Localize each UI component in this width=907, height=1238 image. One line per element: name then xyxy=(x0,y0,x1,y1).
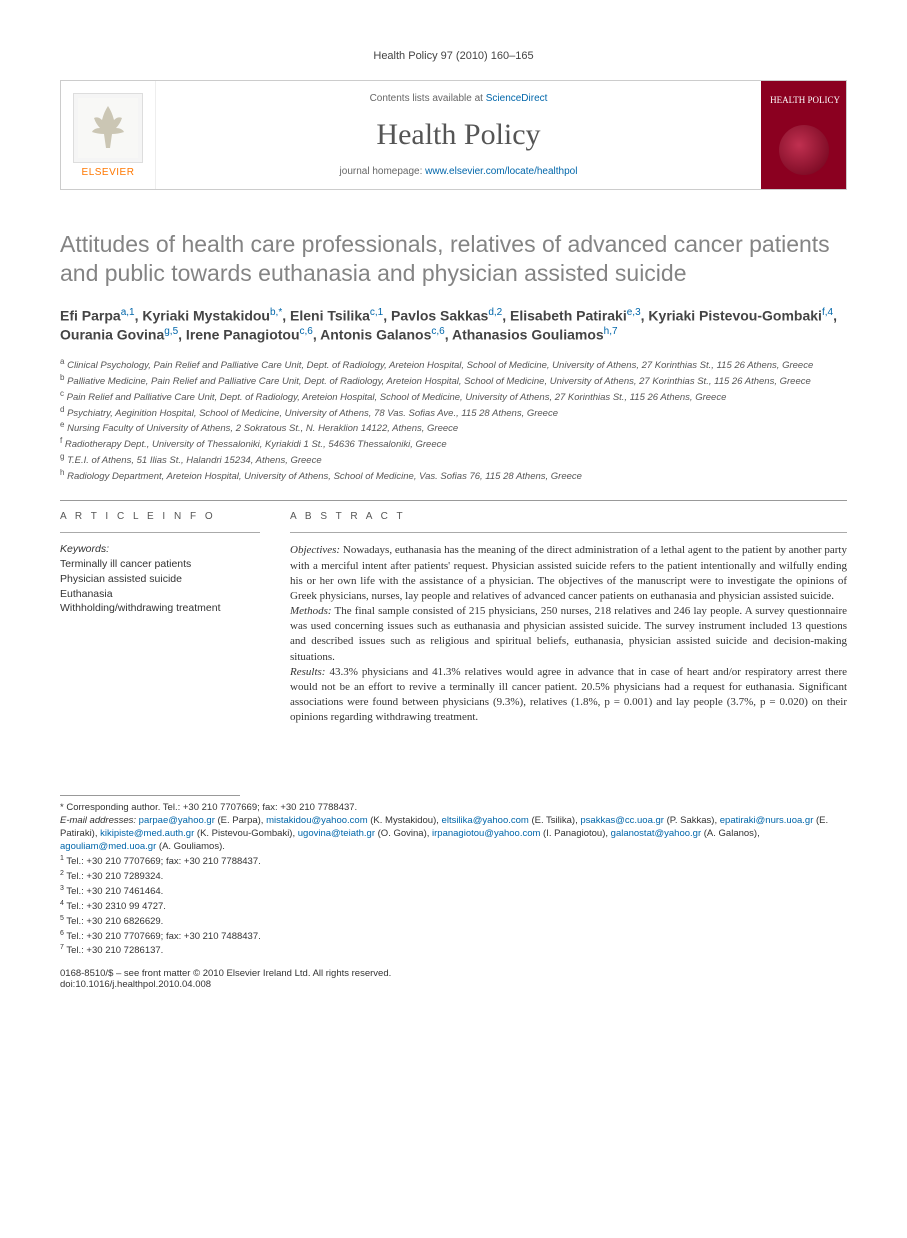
affiliation-item: h Radiology Department, Areteion Hospita… xyxy=(60,468,847,484)
affiliation-item: a Clinical Psychology, Pain Relief and P… xyxy=(60,357,847,373)
affiliation-item: f Radiotherapy Dept., University of Thes… xyxy=(60,436,847,452)
tel-footnote: 4 Tel.: +30 2310 99 4727. xyxy=(60,899,847,914)
section-divider xyxy=(60,500,847,501)
email-addresses: E-mail addresses: parpae@yahoo.gr (E. Pa… xyxy=(60,815,847,853)
email-link[interactable]: mistakidou@yahoo.com xyxy=(266,815,368,826)
affiliation-list: a Clinical Psychology, Pain Relief and P… xyxy=(60,357,847,485)
methods-text: The final sample consisted of 215 physic… xyxy=(290,605,847,663)
header-center: Contents lists available at ScienceDirec… xyxy=(156,81,761,189)
abstract-column: A B S T R A C T Objectives: Nowadays, eu… xyxy=(290,511,847,725)
journal-reference: Health Policy 97 (2010) 160–165 xyxy=(60,50,847,62)
sciencedirect-link[interactable]: ScienceDirect xyxy=(486,93,548,104)
publisher-logo-block: ELSEVIER xyxy=(61,81,156,189)
results-label: Results: xyxy=(290,666,325,678)
article-info-column: A R T I C L E I N F O Keywords: Terminal… xyxy=(60,511,260,725)
footnote-divider xyxy=(60,795,240,796)
tel-footnote: 3 Tel.: +30 210 7461464. xyxy=(60,884,847,899)
affiliation-item: e Nursing Faculty of University of Athen… xyxy=(60,420,847,436)
abstract-body: Objectives: Nowadays, euthanasia has the… xyxy=(290,543,847,725)
affiliation-item: c Pain Relief and Palliative Care Unit, … xyxy=(60,389,847,405)
info-abstract-row: A R T I C L E I N F O Keywords: Terminal… xyxy=(60,511,847,725)
objectives-label: Objectives: xyxy=(290,544,340,556)
contents-prefix: Contents lists available at xyxy=(370,93,486,104)
email-link[interactable]: ugovina@teiath.gr xyxy=(298,828,375,839)
objectives-text: Nowadays, euthanasia has the meaning of … xyxy=(290,544,847,602)
email-link[interactable]: irpanagiotou@yahoo.com xyxy=(432,828,540,839)
issn-copyright: 0168-8510/$ – see front matter © 2010 El… xyxy=(60,968,847,979)
article-info-head: A R T I C L E I N F O xyxy=(60,511,260,522)
elsevier-tree-icon xyxy=(73,93,143,163)
footnotes-block: * Corresponding author. Tel.: +30 210 77… xyxy=(60,802,847,958)
email-link[interactable]: epatiraki@nurs.uoa.gr xyxy=(720,815,814,826)
doi: doi:10.1016/j.healthpol.2010.04.008 xyxy=(60,979,847,990)
email-link[interactable]: galanostat@yahoo.gr xyxy=(611,828,701,839)
email-link[interactable]: parpae@yahoo.gr xyxy=(139,815,215,826)
doi-block: 0168-8510/$ – see front matter © 2010 El… xyxy=(60,968,847,990)
results-text: 43.3% physicians and 41.3% relatives wou… xyxy=(290,666,847,724)
publisher-name: ELSEVIER xyxy=(82,167,135,178)
contents-available: Contents lists available at ScienceDirec… xyxy=(166,93,751,104)
author-list: Efi Parpaa,1, Kyriaki Mystakidoub,*, Ele… xyxy=(60,306,847,345)
abstract-head: A B S T R A C T xyxy=(290,511,847,522)
methods-label: Methods: xyxy=(290,605,332,617)
email-link[interactable]: psakkas@cc.uoa.gr xyxy=(580,815,664,826)
tel-footnote: 5 Tel.: +30 210 6826629. xyxy=(60,914,847,929)
affiliation-item: g T.E.I. of Athens, 51 Ilias St., Haland… xyxy=(60,452,847,468)
article-title: Attitudes of health care professionals, … xyxy=(60,230,847,288)
tel-footnote: 2 Tel.: +30 210 7289324. xyxy=(60,869,847,884)
journal-header: ELSEVIER Contents lists available at Sci… xyxy=(60,80,847,190)
journal-name: Health Policy xyxy=(166,118,751,152)
telephone-footnotes: 1 Tel.: +30 210 7707669; fax: +30 210 77… xyxy=(60,854,847,959)
email-link[interactable]: agouliam@med.uoa.gr xyxy=(60,841,156,852)
journal-cover-thumb: HEALTH POLICY xyxy=(761,81,846,189)
affiliation-item: b Palliative Medicine, Pain Relief and P… xyxy=(60,373,847,389)
affiliation-item: d Psychiatry, Aeginition Hospital, Schoo… xyxy=(60,405,847,421)
keywords-list: Terminally ill cancer patientsPhysician … xyxy=(60,557,260,616)
corresponding-author: * Corresponding author. Tel.: +30 210 77… xyxy=(60,802,847,815)
email-link[interactable]: kikipiste@med.auth.gr xyxy=(100,828,194,839)
cover-title: HEALTH POLICY xyxy=(767,95,840,105)
homepage-link[interactable]: www.elsevier.com/locate/healthpol xyxy=(425,166,577,177)
keywords-head: Keywords: xyxy=(60,543,260,555)
cover-image xyxy=(779,125,829,175)
journal-homepage: journal homepage: www.elsevier.com/locat… xyxy=(166,166,751,177)
tel-footnote: 7 Tel.: +30 210 7286137. xyxy=(60,943,847,958)
tel-footnote: 6 Tel.: +30 210 7707669; fax: +30 210 74… xyxy=(60,929,847,944)
homepage-prefix: journal homepage: xyxy=(340,166,426,177)
tel-footnote: 1 Tel.: +30 210 7707669; fax: +30 210 77… xyxy=(60,854,847,869)
email-link[interactable]: eltsilika@yahoo.com xyxy=(442,815,529,826)
